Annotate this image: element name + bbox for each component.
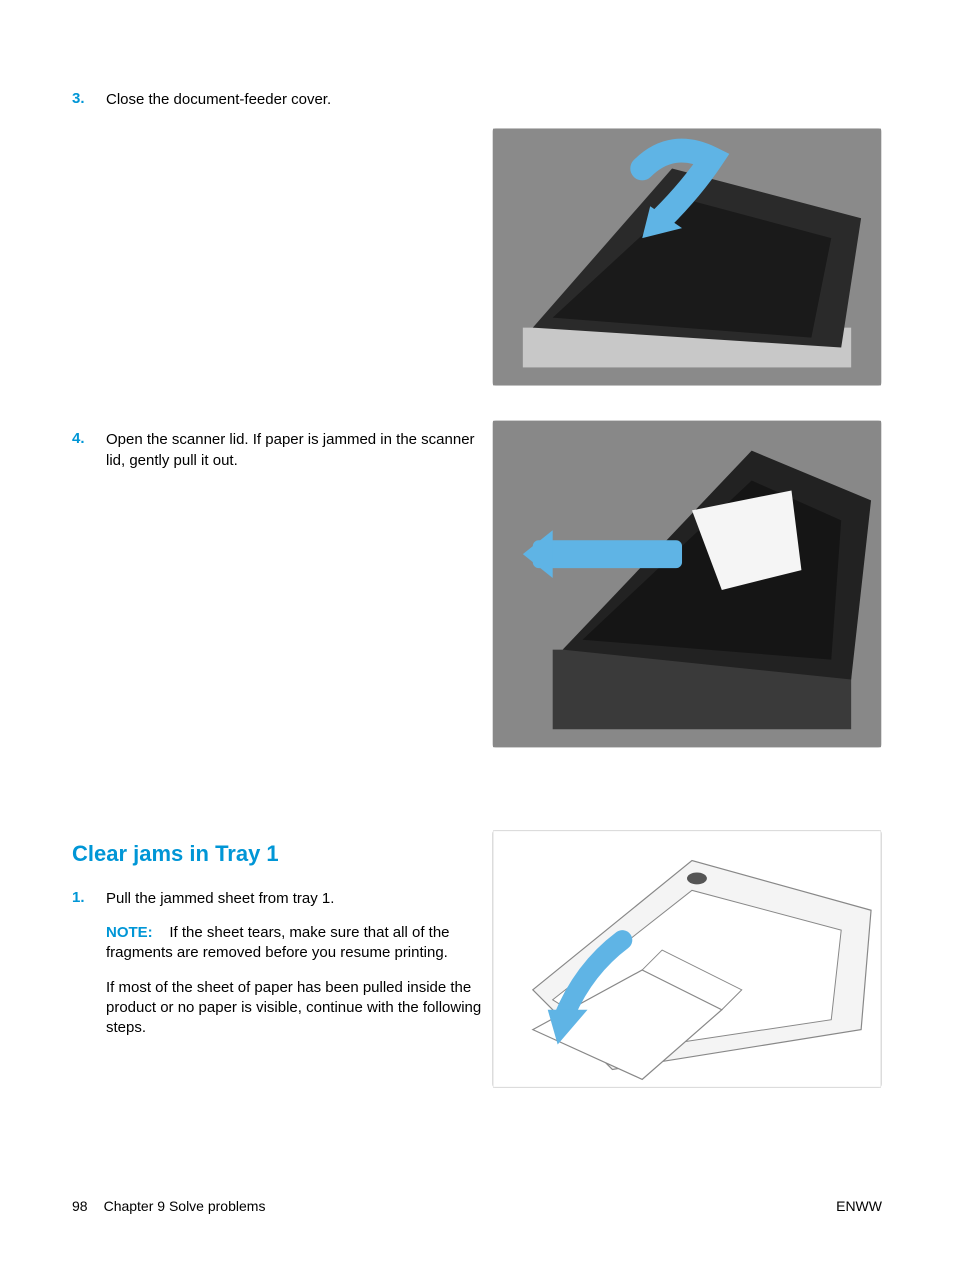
note-label: NOTE: bbox=[106, 924, 153, 941]
step-1-para2: If most of the sheet of paper has been p… bbox=[106, 978, 486, 1039]
step-1-number: 1. bbox=[72, 889, 106, 906]
step-3: 3. Close the document-feeder cover. bbox=[72, 90, 882, 110]
printer-tray1-line-icon bbox=[493, 830, 881, 1088]
step-3-text: Close the document-feeder cover. bbox=[106, 90, 331, 110]
printer-close-feeder-icon bbox=[493, 128, 881, 386]
page-number: 98 bbox=[72, 1198, 88, 1214]
step-1-body: Pull the jammed sheet from tray 1. NOTE:… bbox=[106, 889, 486, 1039]
locale-label: ENWW bbox=[836, 1198, 882, 1214]
printer-open-scanner-icon bbox=[493, 420, 881, 748]
footer-left: 98 Chapter 9 Solve problems bbox=[72, 1198, 265, 1214]
step-4-number: 4. bbox=[72, 430, 106, 447]
step-4-illustration bbox=[492, 420, 882, 748]
step-1-text: Pull the jammed sheet from tray 1. bbox=[106, 889, 486, 909]
chapter-label: Chapter 9 Solve problems bbox=[104, 1198, 266, 1214]
page: 3. Close the document-feeder cover. 4. O… bbox=[0, 0, 954, 1270]
step-1-note: NOTE: If the sheet tears, make sure that… bbox=[106, 923, 486, 964]
note-text bbox=[157, 924, 170, 941]
step-4-text: Open the scanner lid. If paper is jammed… bbox=[106, 430, 486, 471]
step-1-illustration bbox=[492, 830, 882, 1088]
page-footer: 98 Chapter 9 Solve problems ENWW bbox=[72, 1198, 882, 1214]
step-3-illustration bbox=[492, 128, 882, 386]
step-3-number: 3. bbox=[72, 90, 106, 107]
